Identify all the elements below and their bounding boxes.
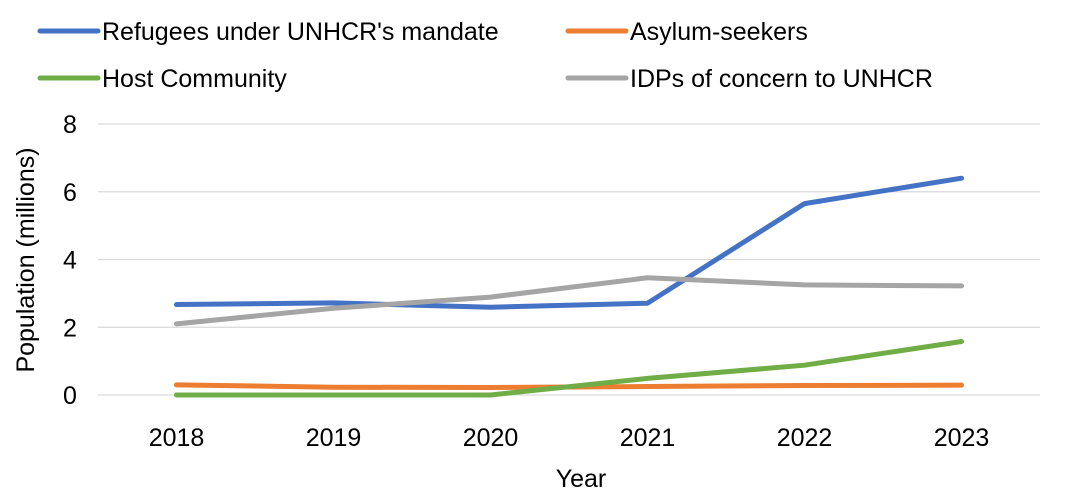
series-lines bbox=[174, 175, 964, 398]
x-axis-ticks: 2018 2019 2020 2021 2022 2023 bbox=[149, 424, 990, 452]
x-axis-title: Year bbox=[556, 465, 607, 493]
x-tick-label: 2021 bbox=[620, 424, 676, 452]
y-axis-ticks: 0 2 4 6 8 bbox=[63, 111, 77, 410]
y-tick-label: 4 bbox=[63, 247, 77, 275]
legend-label: Refugees under UNHCR's mandate bbox=[102, 18, 499, 46]
gridlines bbox=[98, 123, 1040, 396]
y-axis-title: Population (millions) bbox=[12, 147, 40, 372]
x-tick-label: 2019 bbox=[306, 424, 362, 452]
y-tick-label: 2 bbox=[63, 314, 77, 342]
y-tick-label: 8 bbox=[63, 111, 77, 139]
x-tick-label: 2020 bbox=[463, 424, 519, 452]
series-line-0 bbox=[174, 175, 964, 310]
legend-label: Asylum-seekers bbox=[630, 18, 808, 46]
legend: Refugees under UNHCR's mandate Asylum-see… bbox=[37, 18, 933, 93]
x-tick-label: 2018 bbox=[149, 424, 205, 452]
x-tick-label: 2022 bbox=[777, 424, 833, 452]
series-line-3 bbox=[174, 275, 964, 327]
y-tick-label: 6 bbox=[63, 179, 77, 207]
legend-label: IDPs of concern to UNHCR bbox=[630, 65, 933, 93]
legend-label: Host Community bbox=[102, 65, 287, 93]
y-tick-label: 0 bbox=[63, 382, 77, 410]
series-line-2 bbox=[174, 338, 964, 398]
x-tick-label: 2023 bbox=[934, 424, 990, 452]
